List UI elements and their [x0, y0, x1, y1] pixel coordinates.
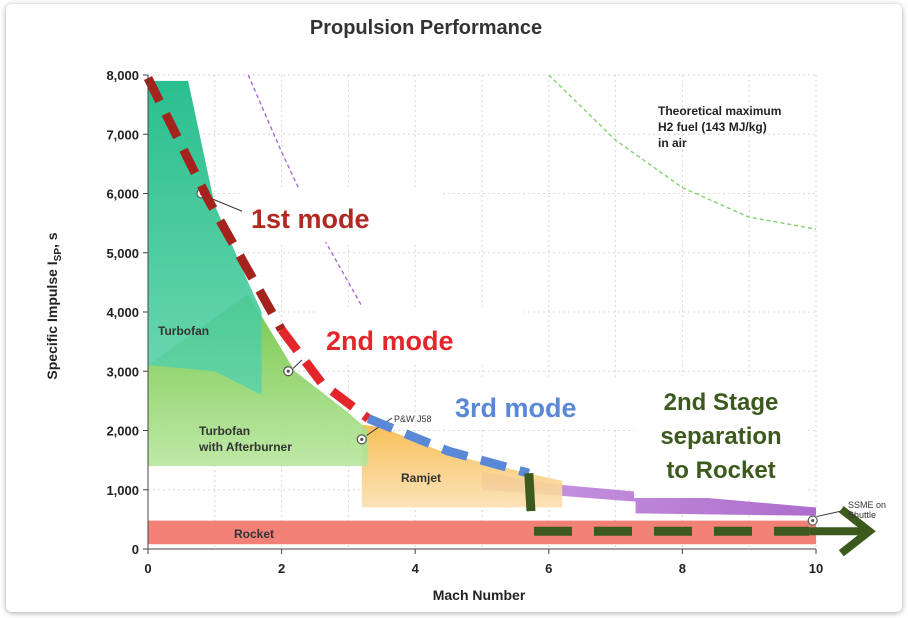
mode-path-0 [143, 76, 286, 333]
mode1-label: 1st mode [251, 204, 370, 234]
y-tick-label-8: 8,000 [106, 68, 139, 83]
x-tick-label-2: 4 [412, 561, 420, 576]
axes: 0 2 4 6 8 10 0 1,000 2,000 3,000 4,000 5,000 6,000 7,… [106, 68, 823, 576]
x-axis-label: Mach Number [433, 587, 526, 603]
theory-note-line-3: in air [658, 136, 687, 150]
mode3-label-bg [446, 378, 622, 430]
x-tick-label-5: 10 [809, 561, 823, 576]
mode2-label: 2nd mode [326, 326, 454, 356]
ssme-label-line-2: Shuttle [848, 510, 876, 520]
y-axis-label-main: Specific Impulse I [44, 261, 60, 379]
x-tick-label-4: 8 [679, 561, 686, 576]
mode2-label-bg [316, 309, 524, 363]
region-label-ramjet: Ramjet [401, 471, 441, 485]
region-label-afterburner: Turbofan [199, 424, 250, 438]
x-tick-label-3: 6 [545, 561, 552, 576]
y-tick-label-6: 6,000 [106, 187, 139, 202]
chart-frame: Propulsion Performance Turbofan Turbofan… [6, 4, 902, 612]
x-tick-label-1: 2 [278, 561, 285, 576]
region-labels: Turbofan Turbofan with Afterburner Ramje… [158, 324, 441, 541]
mode-path-2 [366, 414, 530, 478]
theoretical-note: Theoretical maximum H2 fuel (143 MJ/kg) … [658, 104, 781, 150]
y-tick-label-5: 5,000 [106, 246, 139, 261]
chart-title: Propulsion Performance [310, 17, 542, 39]
regions [148, 80, 816, 545]
region-ramjet [361, 424, 563, 508]
region-label-afterburner-2: with Afterburner [198, 440, 292, 454]
y-tick-label-1: 1,000 [106, 483, 139, 498]
marker-dot-2 [360, 437, 364, 441]
marker-dot-1 [286, 369, 290, 373]
y-axis-label: Specific Impulse ISP, s [44, 232, 64, 379]
stage-note-line-1: 2nd Stage [664, 389, 779, 416]
region-label-rocket: Rocket [234, 527, 274, 541]
marker-1 [283, 366, 294, 377]
theoretical-curve-1 [548, 74, 816, 230]
x-tick-label-0: 0 [144, 561, 151, 576]
region-rocket [148, 520, 816, 545]
region-turbofan [148, 80, 262, 395]
y-tick-label-2: 2,000 [106, 424, 139, 439]
mode-path-3 [524, 472, 810, 536]
propulsion-chart: Propulsion Performance Turbofan Turbofan… [44, 17, 886, 603]
y-tick-label-0: 0 [132, 542, 139, 557]
mode-paths [143, 76, 876, 557]
y-tick-label-4: 4,000 [106, 305, 139, 320]
stage-label-bg [634, 376, 808, 498]
marker-leader-1 [292, 359, 303, 369]
marker-3 [807, 515, 818, 526]
theory-note-line-1: Theoretical maximum [658, 104, 781, 118]
marker-2 [356, 434, 367, 445]
separation-arrowhead [838, 506, 876, 557]
engine-label: P&W J58 [394, 414, 432, 424]
stage-note-line-2: separation [660, 423, 781, 450]
theory-note-line-2: H2 fuel (143 MJ/kg) [658, 120, 767, 134]
stage-note-line-3: to Rocket [666, 457, 775, 484]
y-axis-label-unit: , s [44, 232, 60, 248]
y-tick-label-3: 3,000 [106, 364, 139, 379]
mode3-label: 3rd mode [455, 393, 577, 423]
marker-dot-3 [811, 518, 815, 523]
y-axis-label-sub: SP [53, 248, 64, 262]
y-tick-label-7: 7,000 [106, 127, 139, 142]
region-label-turbofan: Turbofan [158, 324, 209, 338]
mode1-label-bg [242, 188, 442, 242]
mode-path-1 [278, 327, 372, 423]
ssme-label-line-1: SSME on [848, 500, 886, 510]
theoretical-curves [247, 74, 816, 307]
theoretical-curve-0 [247, 74, 363, 307]
